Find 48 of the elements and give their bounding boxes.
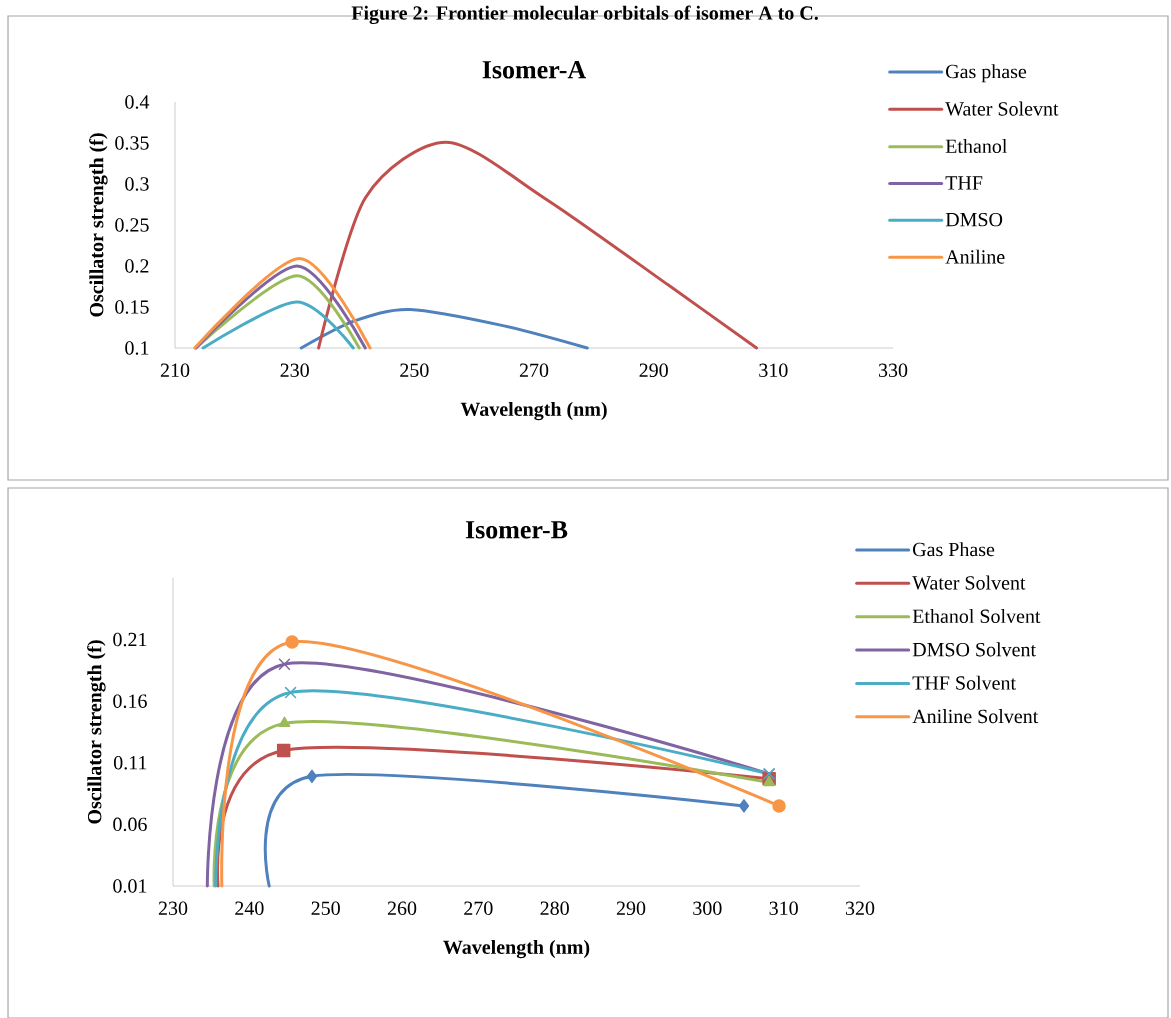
legend-label: Aniline Solvent bbox=[912, 709, 1039, 724]
chart-title: Isomer-A bbox=[482, 61, 587, 79]
x-tick-label: 290 bbox=[616, 901, 646, 916]
x-tick-label: 230 bbox=[158, 901, 188, 916]
y-tick-label: 0.35 bbox=[115, 136, 149, 150]
x-tick-label: 250 bbox=[311, 901, 340, 916]
y-tick-label: 0.15 bbox=[115, 300, 149, 314]
x-tick-label: 320 bbox=[845, 901, 875, 916]
legend-label: DMSO Solvent bbox=[912, 642, 1036, 657]
x-tick-label: 310 bbox=[759, 363, 788, 378]
x-axis-title: Wavelength (nm) bbox=[460, 401, 607, 421]
x-tick-label: 240 bbox=[235, 901, 264, 916]
y-axis-title: Oscillator strength (f) bbox=[89, 133, 108, 317]
legend-label: Gas phase bbox=[946, 64, 1027, 83]
y-tick-label: 0.1 bbox=[125, 341, 149, 355]
y-tick-label: 0.06 bbox=[113, 817, 147, 832]
x-tick-label: 270 bbox=[464, 901, 493, 916]
y-tick-label: 0.16 bbox=[113, 694, 147, 708]
x-tick-label: 260 bbox=[387, 901, 417, 916]
x-axis-title: Wavelength (nm) bbox=[443, 939, 590, 959]
legend-label: Ethanol Solvent bbox=[912, 608, 1041, 624]
legend-label: THF bbox=[945, 176, 983, 190]
y-axis-title: Oscillator strength (f) bbox=[87, 640, 106, 824]
y-tick-label: 0.25 bbox=[115, 218, 149, 232]
chart-title: Isomer-B bbox=[465, 521, 568, 539]
legend-label: DMSO bbox=[945, 212, 1003, 227]
x-tick-label: 270 bbox=[519, 363, 549, 378]
x-tick-label: 230 bbox=[280, 363, 309, 378]
x-tick-label: 250 bbox=[400, 363, 429, 378]
caption: Figure 2: Frontier molecular orbitals of isomer A to C. bbox=[351, 5, 818, 25]
y-tick-label: 0.2 bbox=[125, 259, 149, 273]
y-tick-label: 0.3 bbox=[125, 177, 149, 191]
legend-label: Aniline bbox=[945, 249, 1005, 264]
x-tick-label: 210 bbox=[160, 363, 190, 378]
y-tick-label: 0.01 bbox=[113, 879, 147, 893]
legend-label: Gas Phase bbox=[913, 542, 995, 557]
x-tick-label: 290 bbox=[639, 363, 668, 378]
legend-label: Ethanol bbox=[945, 138, 1008, 154]
x-tick-label: 310 bbox=[769, 901, 798, 916]
legend-label: Water Solevnt bbox=[945, 101, 1059, 116]
x-tick-label: 300 bbox=[693, 901, 722, 916]
legend-label: Water Solvent bbox=[912, 575, 1026, 590]
y-tick-label: 0.11 bbox=[113, 756, 147, 770]
y-tick-label: 0.4 bbox=[125, 95, 150, 109]
legend-label: THF Solvent bbox=[912, 675, 1016, 690]
y-tick-label: 0.21 bbox=[113, 632, 147, 647]
x-tick-label: 280 bbox=[540, 901, 569, 916]
x-tick-label: 330 bbox=[878, 363, 908, 378]
